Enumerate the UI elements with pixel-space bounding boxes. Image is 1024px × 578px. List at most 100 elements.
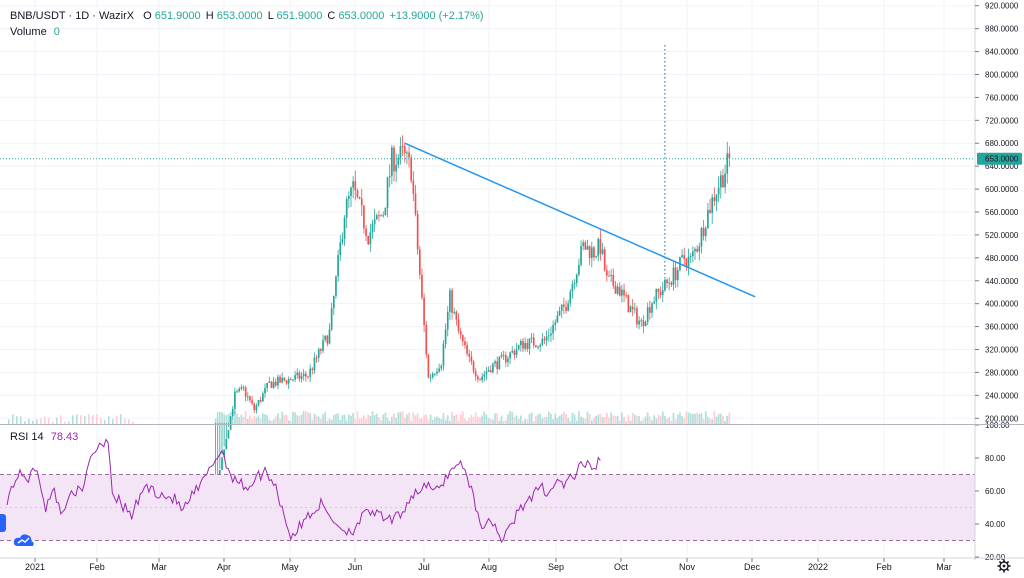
- candle-body: [655, 288, 658, 302]
- candle-body: [403, 146, 406, 154]
- volume-bar: [661, 411, 664, 424]
- price-tick-label: 680.0000: [985, 139, 1019, 148]
- rsi-tick-label: 80.00: [985, 454, 1006, 463]
- candle-body: [380, 215, 382, 217]
- volume-bar: [341, 415, 344, 424]
- time-tick-label: Mar: [936, 562, 952, 572]
- candle-body: [459, 331, 462, 335]
- volume-bar: [614, 415, 617, 424]
- volume-bar: [644, 416, 647, 424]
- volume-bar: [698, 413, 701, 424]
- candle-body: [358, 197, 361, 199]
- volume-bar: [219, 411, 221, 424]
- volume-bar: [410, 420, 413, 424]
- candle-body: [255, 405, 258, 411]
- time-tick-label: Apr: [217, 562, 231, 572]
- volume-bar: [423, 415, 425, 424]
- candle-body: [586, 246, 589, 250]
- rsi-label[interactable]: RSI 14: [10, 431, 44, 443]
- rsi-line: [6, 438, 601, 544]
- symbol-label[interactable]: BNB/USDT · 1D · WazirX: [10, 10, 135, 22]
- volume-bar: [502, 420, 505, 424]
- candle-body: [425, 324, 428, 355]
- time-axis[interactable]: 2021 Feb Mar Apr May Jun Jul Aug Sep Oct Nov Dec 202…: [0, 557, 1024, 572]
- candle-body: [692, 251, 694, 257]
- candle-body: [668, 282, 671, 284]
- volume-bar: [72, 415, 74, 424]
- candle-body: [509, 352, 511, 359]
- volume-bar: [292, 411, 294, 424]
- candle-body: [528, 338, 531, 349]
- candle-body: [365, 228, 367, 237]
- volume-bar: [649, 416, 651, 424]
- candle-body: [709, 209, 711, 213]
- volume-bar: [668, 417, 671, 424]
- candle-body: [515, 349, 518, 356]
- volume-bar: [112, 419, 114, 424]
- time-tick-label: Nov: [679, 562, 696, 572]
- volume-bar: [689, 413, 692, 424]
- candle-body: [728, 153, 731, 159]
- candle-body: [700, 227, 703, 247]
- volume-bar: [234, 411, 236, 424]
- volume-bar: [438, 417, 440, 424]
- volume-bar: [722, 416, 724, 424]
- volume-bar: [350, 415, 352, 424]
- candle-body: [588, 246, 591, 259]
- price-axis[interactable]: 920.0000 880.0000 840.0000 800.0000 760.0000…: [974, 0, 1024, 576]
- volume-bar: [636, 415, 638, 424]
- candle-body: [223, 449, 225, 458]
- candle-body: [373, 219, 376, 225]
- change-value: +13.9000 (+2.17%): [389, 10, 483, 22]
- time-tick-label: Mar: [151, 562, 167, 572]
- candle-body: [434, 373, 436, 375]
- volume-bar: [375, 413, 378, 424]
- volume-bar: [266, 414, 268, 424]
- candle-body: [707, 209, 709, 229]
- candle-body: [513, 350, 516, 356]
- volume-bar: [434, 417, 436, 424]
- volume-label[interactable]: Volume: [10, 26, 47, 38]
- candle-body: [597, 238, 600, 257]
- volume-bar: [380, 420, 382, 424]
- candle-body: [251, 400, 253, 404]
- volume-bar: [726, 415, 729, 424]
- candle-body: [722, 175, 724, 188]
- volume-bar: [487, 418, 490, 424]
- price-tick-label: 800.0000: [985, 70, 1019, 79]
- candle-body: [565, 306, 567, 311]
- volume-bar: [451, 412, 453, 424]
- volume-bar: [120, 414, 122, 424]
- candle-body: [466, 345, 468, 354]
- trendline[interactable]: [404, 142, 756, 298]
- volume-bar: [257, 415, 260, 424]
- volume-bar: [397, 412, 400, 424]
- volume-bar: [552, 419, 554, 424]
- volume-bar: [606, 412, 608, 424]
- volume-bar: [664, 415, 666, 424]
- candle-body: [694, 248, 696, 252]
- volume-bar: [214, 418, 217, 424]
- volume-bar: [700, 412, 703, 424]
- volume-bar: [612, 415, 615, 424]
- volume-bar: [358, 418, 361, 424]
- volume-bar: [431, 419, 434, 424]
- candle-body: [537, 346, 539, 348]
- volume-bar: [56, 417, 58, 424]
- volume-bar: [16, 416, 18, 424]
- tradingview-cloud-icon[interactable]: [12, 531, 36, 549]
- collapse-handle[interactable]: [0, 514, 6, 532]
- volume-bar: [20, 416, 22, 424]
- price-tick-label: 520.0000: [985, 231, 1019, 240]
- candle-body: [322, 339, 324, 351]
- price-tick-label: 760.0000: [985, 93, 1019, 102]
- volume-bar: [653, 415, 655, 424]
- price-tick-label: 920.0000: [985, 2, 1019, 11]
- volume-bar: [412, 412, 415, 424]
- gear-icon[interactable]: [997, 559, 1011, 573]
- candle-body: [470, 356, 473, 362]
- candle-body: [539, 344, 542, 347]
- volume-bar: [416, 413, 419, 424]
- volume-bar: [563, 411, 565, 424]
